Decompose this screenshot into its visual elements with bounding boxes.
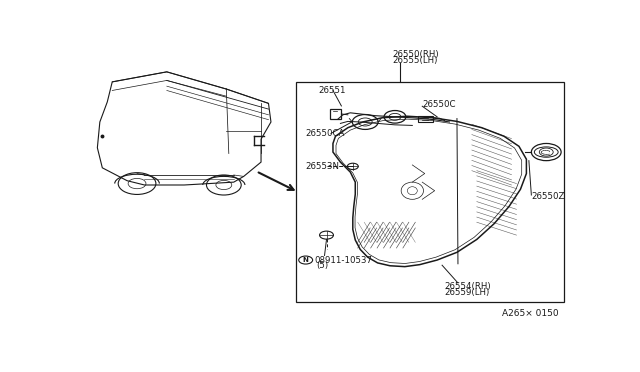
Text: 26559(LH): 26559(LH) (445, 288, 490, 296)
Text: A265× 0150: A265× 0150 (502, 310, 559, 318)
Text: N: N (303, 257, 308, 263)
Text: 26550CA: 26550CA (306, 129, 345, 138)
Bar (418, 116, 433, 122)
Text: 26551: 26551 (318, 86, 346, 95)
Text: 08911-10537: 08911-10537 (314, 256, 372, 264)
Bar (330, 109, 341, 119)
Text: 26550C: 26550C (422, 100, 456, 109)
Text: 26550(RH): 26550(RH) (392, 50, 439, 59)
Text: 26554(RH): 26554(RH) (445, 282, 491, 291)
Bar (296, 82, 564, 302)
Text: 26550Z: 26550Z (531, 192, 564, 201)
Text: 26553N: 26553N (306, 162, 340, 171)
Text: (5): (5) (316, 261, 328, 270)
Text: 26555(LH): 26555(LH) (392, 56, 438, 65)
